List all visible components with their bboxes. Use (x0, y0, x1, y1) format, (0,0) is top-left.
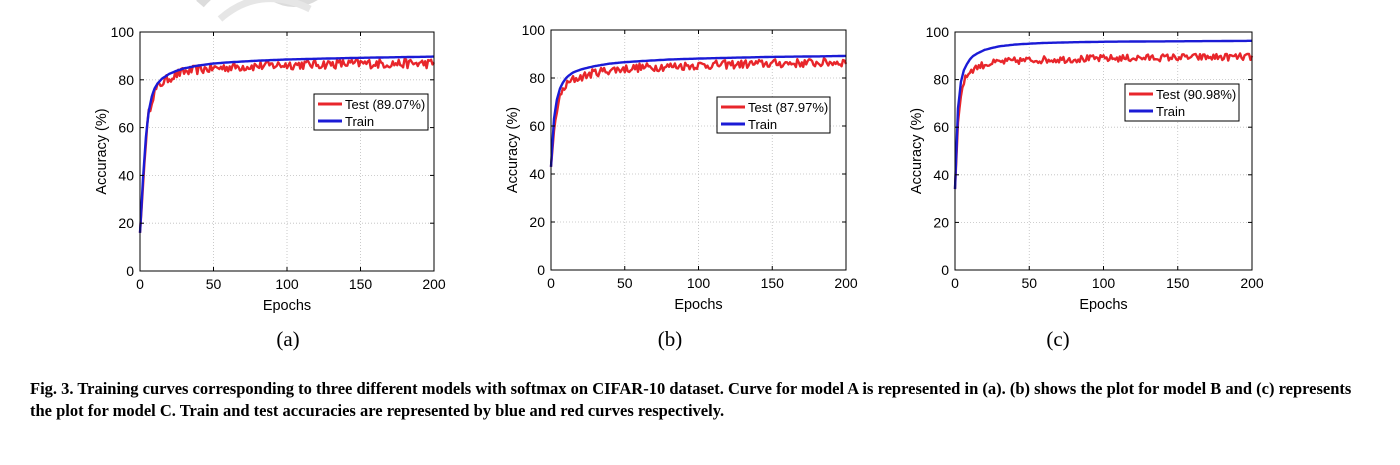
x-tick-label: 0 (547, 275, 555, 291)
y-tick-label: 20 (529, 214, 545, 230)
series-line-test (953, 52, 1254, 190)
x-tick-label: 50 (206, 276, 222, 292)
series-line-test (549, 57, 848, 167)
x-tick-label: 100 (1092, 275, 1116, 291)
legend-label-test: Test (90.98%) (1156, 87, 1236, 102)
y-tick-label: 20 (933, 214, 949, 230)
legend-label-test: Test (89.07%) (345, 97, 425, 112)
x-tick-label: 200 (422, 276, 446, 292)
panel-label-c: (c) (1046, 327, 1070, 351)
x-tick-label: 200 (1240, 275, 1264, 291)
x-tick-label: 150 (761, 275, 785, 291)
legend: Test (89.07%) Train (313, 93, 429, 131)
x-axis-label: Epochs (1079, 297, 1127, 313)
y-tick-label: 80 (933, 72, 949, 88)
legend-label-train: Train (345, 114, 374, 129)
y-tick-label: 80 (118, 72, 134, 88)
chart-panel-c: 0 50 100 150 200 0 20 40 60 80 100 Epochs Accuracy (… (909, 24, 1264, 313)
y-tick-label: 20 (118, 215, 134, 231)
x-tick-label: 0 (136, 276, 144, 292)
legend-label-train: Train (1156, 104, 1185, 119)
x-tick-label: 100 (275, 276, 299, 292)
y-tick-label: 100 (111, 24, 135, 40)
series-line-train (953, 39, 1252, 190)
legend-box (1124, 83, 1240, 122)
y-tick-label: 80 (529, 70, 545, 86)
y-tick-label: 40 (933, 167, 949, 183)
x-tick-label: 200 (834, 275, 858, 291)
y-tick-label: 60 (933, 119, 949, 135)
x-tick-label: 0 (951, 275, 959, 291)
chart-panel-b: 0 50 100 150 200 0 20 40 60 80 100 Epochs Accuracy (… (505, 22, 858, 313)
legend-label-train: Train (748, 117, 777, 132)
plot-area (955, 32, 1252, 270)
y-tick-label: 0 (126, 263, 134, 279)
y-tick-label: 100 (522, 22, 546, 38)
y-tick-label: 0 (941, 262, 949, 278)
x-tick-label: 150 (1166, 275, 1190, 291)
chart-panel-a: 0 50 100 150 200 0 20 40 60 80 100 Epochs Accuracy (… (94, 24, 446, 314)
y-tick-label: 40 (118, 167, 134, 183)
panel-label-b: (b) (657, 327, 683, 351)
y-axis-label: Accuracy (%) (94, 108, 110, 194)
x-axis-label: Epochs (674, 297, 722, 313)
series-line-train (549, 54, 846, 167)
y-tick-label: 60 (529, 118, 545, 134)
x-tick-label: 50 (617, 275, 633, 291)
legend: Test (87.97%) Train (716, 96, 831, 134)
x-tick-label: 50 (1021, 275, 1037, 291)
legend-label-test: Test (87.97%) (748, 100, 828, 115)
x-axis-label: Epochs (263, 298, 311, 314)
series-line-train (138, 55, 434, 233)
y-axis-label: Accuracy (%) (909, 108, 925, 194)
legend: Test (90.98%) Train (1124, 83, 1240, 122)
x-tick-label: 150 (349, 276, 373, 292)
figure-caption: Fig. 3. Training curves corresponding to… (30, 379, 1352, 420)
legend-box (313, 93, 429, 131)
watermark-logo (196, 0, 318, 22)
y-tick-label: 100 (926, 24, 950, 40)
legend-box (716, 96, 831, 134)
x-tick-label: 100 (687, 275, 711, 291)
y-tick-label: 40 (529, 166, 545, 182)
panel-label-a: (a) (276, 327, 300, 351)
y-tick-label: 0 (537, 262, 545, 278)
y-axis-label: Accuracy (%) (505, 107, 521, 193)
y-tick-label: 60 (118, 120, 134, 136)
series-line-test (138, 57, 435, 233)
